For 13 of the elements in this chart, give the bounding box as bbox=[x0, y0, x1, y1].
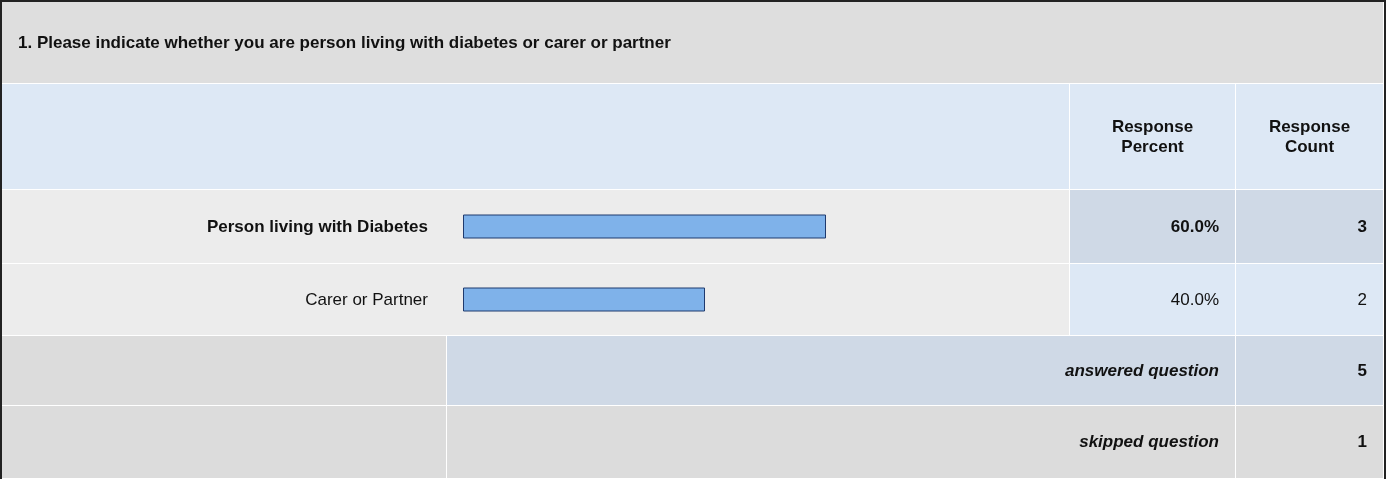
y-tick-label: Person living with Diabetes bbox=[206, 217, 428, 236]
text: Response Count bbox=[1236, 84, 1384, 190]
data-label: 40.0% bbox=[1070, 264, 1236, 336]
text: 5 bbox=[1236, 336, 1384, 406]
text: 1 bbox=[1236, 406, 1384, 479]
y-tick-label: Carer or Partner bbox=[305, 290, 429, 309]
chart-title: 1. Please indicate whether you are person living with diabetes or carer or partner bbox=[2, 2, 1384, 84]
text: answered question bbox=[447, 336, 1236, 406]
text: Response Percent bbox=[1070, 84, 1236, 190]
text: 2 bbox=[1236, 264, 1384, 336]
text: 3 bbox=[1236, 190, 1384, 264]
text: skipped question bbox=[447, 406, 1236, 479]
data-label: 60.0% bbox=[1070, 190, 1236, 264]
